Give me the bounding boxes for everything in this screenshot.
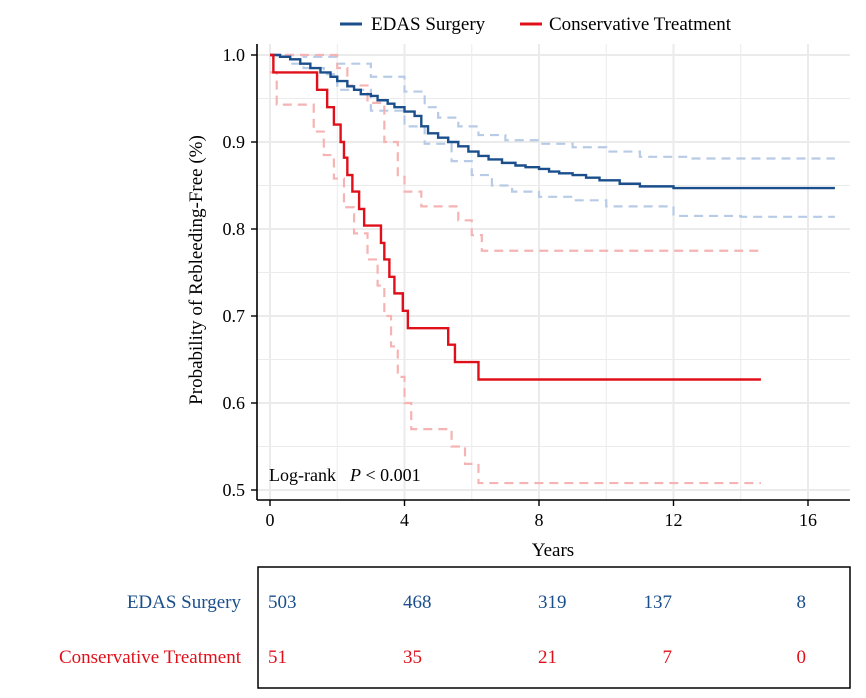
x-tick-label: 4 — [400, 510, 409, 530]
risk-value-conservative: 0 — [797, 647, 807, 668]
x-tick-label: 8 — [535, 510, 544, 530]
x-tick-label: 16 — [799, 510, 817, 530]
ci-lower-edas — [270, 53, 835, 218]
risk-value-conservative: 35 — [403, 647, 422, 668]
risk-value-edas: 137 — [644, 592, 673, 613]
risk-value-edas: 468 — [403, 592, 432, 613]
y-tick-label: 0.9 — [223, 132, 246, 152]
survival-curves — [270, 53, 835, 381]
grid-lines — [257, 44, 850, 500]
risk-value-edas: 503 — [268, 592, 297, 613]
risk-value-conservative: 51 — [268, 647, 287, 668]
risk-value-edas: 319 — [538, 592, 567, 613]
y-tick-label: 0.5 — [223, 480, 246, 500]
y-axis-label: Probability of Rebleeding-Free (%) — [186, 135, 207, 405]
y-tick-label: 0.8 — [223, 219, 246, 239]
logrank-annotation: Log-rank P < 0.001 — [269, 465, 421, 485]
risk-table-label-conservative: Conservative Treatment — [59, 647, 242, 668]
y-tick-label: 1.0 — [223, 45, 246, 65]
x-tick-label: 0 — [266, 510, 275, 530]
risk-value-edas: 8 — [797, 592, 807, 613]
risk-table: EDAS Surgery Conservative Treatment 503 4… — [59, 566, 851, 689]
legend-label-edas: EDAS Surgery — [371, 14, 486, 35]
legend: EDAS Surgery Conservative Treatment — [340, 14, 732, 35]
ci-upper-conservative — [270, 53, 761, 252]
x-tick-label: 12 — [665, 510, 683, 530]
legend-label-conservative: Conservative Treatment — [549, 14, 732, 35]
x-axis-label: Years — [532, 540, 574, 561]
logrank-prefix: Log-rank — [269, 465, 336, 485]
curve-edas — [270, 53, 835, 190]
ci-upper-edas — [270, 53, 835, 160]
risk-table-label-edas: EDAS Surgery — [127, 592, 242, 613]
curve-conservative — [270, 53, 761, 381]
ci-lower-conservative — [270, 71, 761, 485]
risk-table-values: 503 468 319 137 8 51 35 21 7 0 — [268, 592, 806, 668]
y-tick-label: 0.7 — [223, 306, 246, 326]
risk-value-conservative: 21 — [538, 647, 557, 668]
y-tick-label: 0.6 — [223, 393, 246, 413]
axes: 0.5 0.6 0.7 0.8 0.9 1.0 0 4 8 12 16 — [223, 44, 850, 530]
risk-table-frame — [257, 566, 851, 689]
ci-bands — [270, 53, 835, 485]
logrank-p-symbol: P — [349, 465, 361, 485]
logrank-p-value: < 0.001 — [361, 465, 421, 485]
risk-value-conservative: 7 — [663, 647, 673, 668]
